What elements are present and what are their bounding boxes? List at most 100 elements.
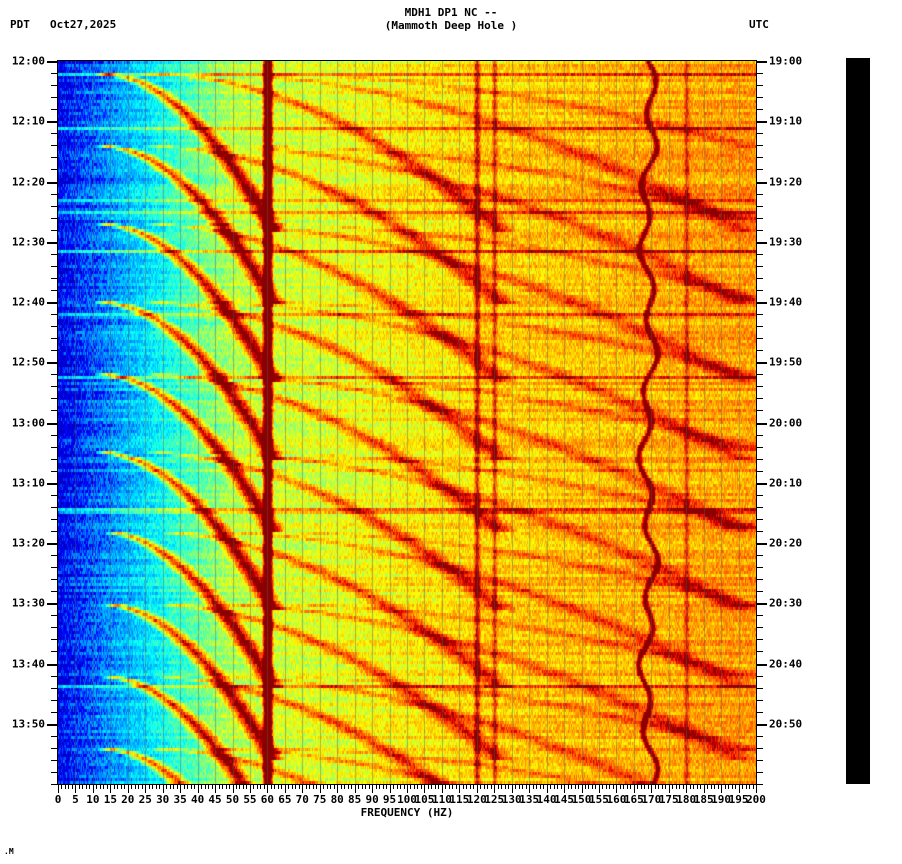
spectrogram-image — [58, 61, 756, 784]
frequency-tick-minor — [246, 784, 248, 789]
frequency-tick-minor — [578, 784, 579, 789]
frequency-tick-major — [511, 784, 513, 793]
frequency-tick-minor — [431, 784, 433, 789]
frequency-tick-minor — [515, 784, 517, 789]
time-tick-label-local: 12:00 — [11, 54, 45, 68]
frequency-tick-minor — [288, 784, 290, 789]
time-tick-label-local: 13:10 — [11, 476, 45, 490]
frequency-tick-label: 35 — [173, 793, 187, 806]
frequency-tick-minor — [609, 784, 611, 789]
frequency-tick-minor — [483, 784, 485, 789]
frequency-tick-major — [232, 784, 234, 793]
frequency-tick-minor — [64, 784, 66, 789]
frequency-tick-label: 130 — [501, 793, 522, 806]
frequency-tick-minor — [672, 784, 674, 789]
time-tick-minor — [51, 735, 58, 737]
frequency-tick-label: 0 — [54, 793, 62, 806]
frequency-tick-major — [738, 784, 740, 793]
frequency-tick-label: 55 — [243, 793, 257, 806]
frequency-tick-minor — [675, 784, 677, 789]
time-tick-minor — [51, 615, 58, 617]
frequency-tick-minor — [82, 784, 84, 789]
time-tick-minor — [756, 784, 763, 785]
frequency-tick-minor — [640, 784, 642, 789]
frequency-tick-minor — [518, 784, 520, 789]
frequency-tick-minor — [619, 784, 621, 789]
time-tick-minor — [51, 410, 58, 412]
frequency-tick-major — [441, 784, 443, 793]
frequency-tick-minor — [148, 784, 150, 789]
time-tick-minor — [51, 530, 58, 532]
time-tick-minor — [51, 506, 58, 508]
frequency-tick-label: 135 — [519, 793, 540, 806]
frequency-tick-minor — [707, 784, 709, 789]
time-tick-minor — [51, 97, 58, 99]
frequency-tick-label: 200 — [746, 793, 766, 806]
frequency-tick-minor — [270, 784, 272, 789]
time-tick-major — [47, 241, 58, 244]
frequency-tick-minor — [714, 784, 716, 789]
frequency-tick-major — [389, 784, 391, 793]
time-tick-minor — [756, 350, 763, 352]
frequency-tick-minor — [735, 784, 737, 789]
time-tick-minor — [756, 699, 763, 701]
frequency-tick-label: 110 — [431, 793, 452, 806]
frequency-tick-minor — [567, 784, 569, 789]
time-tick-major — [756, 362, 767, 365]
frequency-tick-label: 95 — [382, 793, 397, 806]
frequency-tick-minor — [89, 784, 91, 789]
time-tick-minor — [756, 314, 763, 316]
time-tick-minor — [51, 579, 58, 581]
time-tick-major — [756, 543, 767, 545]
frequency-tick-minor — [696, 784, 698, 789]
time-tick-minor — [756, 97, 763, 99]
frequency-tick-minor — [124, 784, 126, 789]
chart-title: MDH1 DP1 NC -- — [404, 6, 498, 19]
frequency-tick-minor — [187, 784, 189, 789]
time-tick-major — [47, 181, 58, 184]
frequency-tick-major — [651, 784, 653, 793]
time-tick-minor — [51, 277, 58, 279]
time-tick-label-local: 12:40 — [11, 295, 45, 309]
frequency-tick-minor — [169, 784, 171, 789]
frequency-tick-minor — [665, 784, 667, 789]
time-tick-minor — [51, 350, 58, 352]
time-tick-minor — [756, 338, 763, 340]
frequency-tick-label: 195 — [728, 793, 749, 806]
frequency-tick-minor — [194, 784, 196, 789]
frequency-tick-minor — [630, 784, 632, 789]
spectrogram-plot-area — [57, 60, 757, 785]
frequency-tick-minor — [361, 784, 363, 789]
frequency-tick-minor — [473, 784, 475, 789]
time-tick-minor — [51, 518, 58, 520]
time-tick-major — [756, 482, 767, 485]
frequency-tick-minor — [312, 784, 314, 789]
time-tick-minor — [51, 771, 58, 773]
time-tick-label-utc: 19:20 — [769, 175, 803, 188]
frequency-tick-minor — [316, 784, 318, 789]
frequency-tick-minor — [623, 784, 625, 789]
time-tick-label-utc: 19:00 — [769, 54, 803, 68]
frequency-tick-minor — [612, 784, 614, 789]
frequency-tick-label: 125 — [484, 793, 505, 806]
frequency-tick-minor — [242, 784, 244, 789]
frequency-tick-major — [476, 784, 478, 793]
frequency-tick-minor — [291, 784, 293, 789]
time-axis-local: 12:00 12:10 12:20 12:30 12:40 12:50 13:00 13:10… — [0, 55, 58, 785]
time-tick-major — [756, 241, 767, 244]
time-tick-major — [47, 362, 58, 365]
time-tick-minor — [756, 145, 763, 147]
right-black-bar — [846, 58, 870, 784]
frequency-tick-label: 180 — [676, 793, 697, 806]
frequency-tick-major — [319, 784, 321, 793]
time-tick-label-utc: 20:20 — [769, 536, 803, 550]
frequency-tick-label: 170 — [641, 793, 662, 806]
frequency-tick-major — [197, 784, 199, 793]
frequency-tick-major — [721, 784, 723, 793]
time-tick-minor — [51, 651, 58, 653]
frequency-tick-minor — [644, 784, 646, 789]
time-tick-major — [756, 302, 767, 304]
frequency-tick-major — [668, 784, 670, 793]
time-tick-major — [47, 422, 58, 425]
time-tick-minor — [51, 169, 58, 171]
